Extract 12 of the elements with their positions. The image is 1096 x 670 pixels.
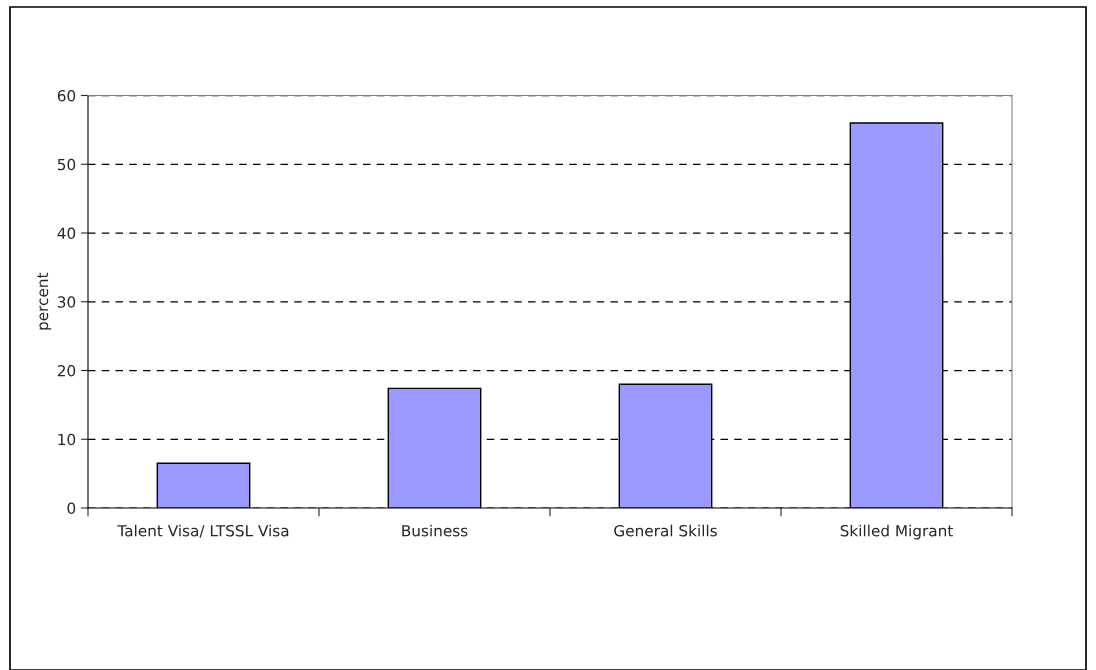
- y-axis-title: percent: [37, 272, 52, 330]
- y-tick-label: 30: [57, 296, 76, 308]
- x-tick-label: Talent Visa/ LTSSL Visa: [117, 524, 289, 538]
- x-tick-label: Business: [402, 524, 468, 537]
- x-tick-label: General Skills: [614, 524, 717, 537]
- y-tick-label: 40: [57, 227, 76, 240]
- y-tick-label: 0: [67, 502, 76, 515]
- x-tick-label: Skilled Migrant: [840, 524, 953, 540]
- y-tick-label: 60: [57, 89, 76, 102]
- y-tick-label: 50: [57, 158, 76, 171]
- y-tick-label: 20: [57, 364, 76, 377]
- y-tick-label: 10: [58, 433, 76, 446]
